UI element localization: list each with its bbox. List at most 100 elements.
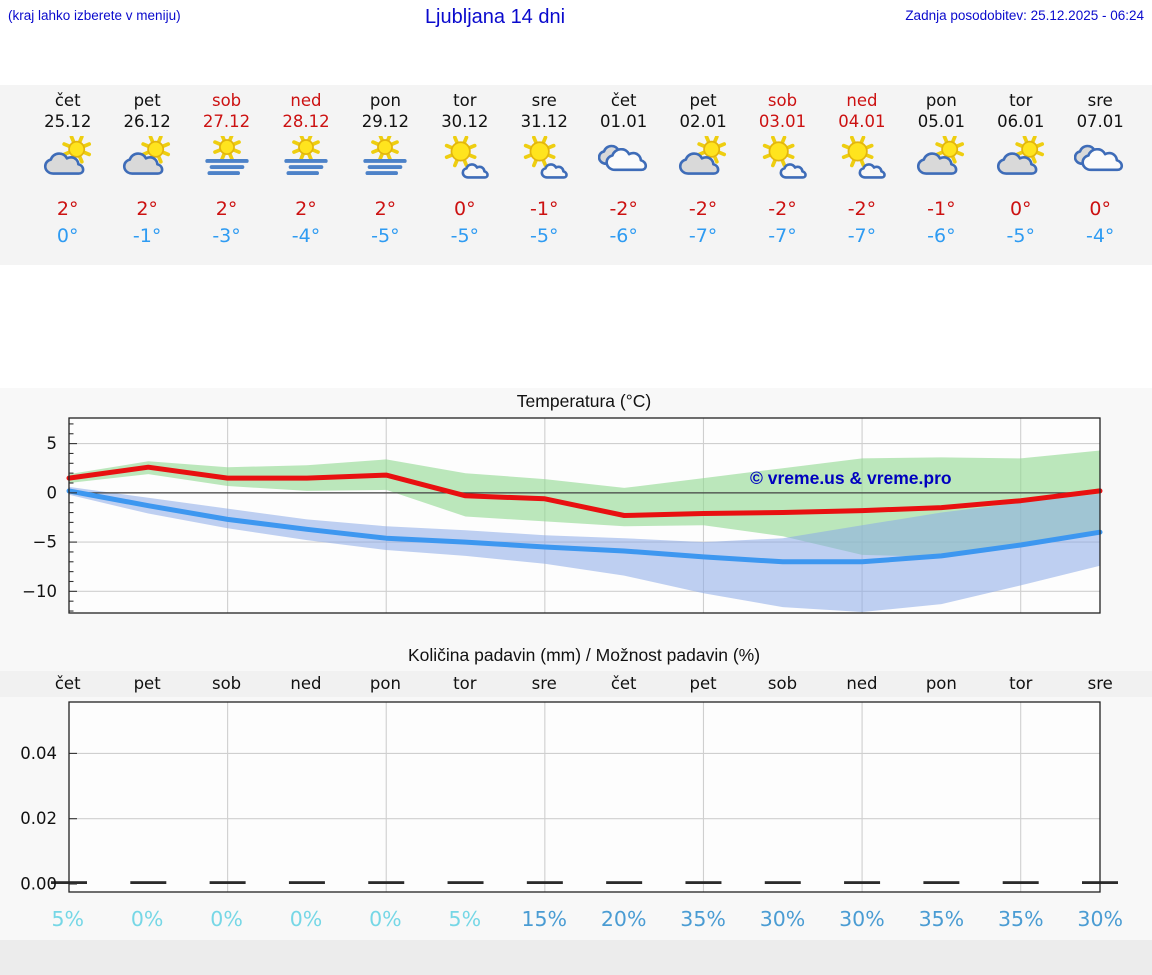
- precip-day-label: tor: [1009, 674, 1033, 693]
- day-name: sob: [767, 91, 798, 110]
- precip-bar: [447, 881, 484, 884]
- day-name: pet: [133, 91, 161, 110]
- precip-day-label: sob: [767, 674, 798, 693]
- day-low-temp: -6°: [609, 225, 638, 247]
- day-date: 03.01: [758, 112, 807, 131]
- forecast-day: pon 05.01 -1° -6°: [902, 85, 981, 265]
- forecast-day: pon 29.12 2° -5°: [346, 85, 425, 265]
- precip-percent-label: 0%: [210, 907, 243, 931]
- precip-percent-label: 0%: [369, 907, 402, 931]
- day-name: ned: [290, 91, 322, 110]
- weather-icon-partly-cloudy: [123, 134, 171, 175]
- forecast-day: čet 01.01 -2° -6°: [584, 85, 663, 265]
- day-low-temp: -5°: [450, 225, 480, 247]
- precip-bar: [130, 881, 167, 884]
- precip-day-label: tor: [453, 674, 477, 693]
- precip-percent-label: 15%: [521, 907, 568, 931]
- precip-percent-label: 30%: [759, 907, 806, 931]
- day-low-temp: -3°: [212, 225, 241, 247]
- forecast-day: ned 28.12 2° -4°: [266, 85, 345, 265]
- day-name: pet: [689, 91, 717, 110]
- last-update: Zadnja posodobitev: 25.12.2025 - 06:24: [905, 8, 1144, 23]
- precip-day-label: pon: [369, 674, 401, 693]
- weather-icon-fog-sun: [363, 133, 408, 176]
- day-high-temp: -2°: [768, 198, 797, 220]
- precip-percent-label: 30%: [1077, 907, 1123, 931]
- day-date: 25.12: [44, 112, 92, 131]
- precip-bar: [209, 881, 246, 884]
- precip-percent-label: 0%: [289, 907, 323, 931]
- max-temp-line: [66, 464, 1103, 518]
- precip-percent-label: 30%: [839, 907, 885, 931]
- day-date: 05.01: [917, 112, 965, 131]
- forecast-day: pet 26.12 2° -1°: [107, 85, 186, 265]
- forecast-day: sob 03.01 -2° -7°: [743, 85, 822, 265]
- temp-y-tick-label: −10: [22, 582, 57, 601]
- precip-day-label: ned: [290, 674, 322, 693]
- day-name: ned: [846, 91, 878, 110]
- day-name: tor: [453, 91, 477, 110]
- precip-bar: [288, 881, 325, 884]
- precip-bar: [923, 881, 960, 884]
- day-name: čet: [54, 91, 81, 110]
- forecast-day: čet 25.12 2° 0°: [28, 85, 107, 265]
- weather-icon-cell: [981, 133, 1060, 190]
- weather-icon-cell: [28, 133, 107, 190]
- weather-icon-fog-sun: [204, 133, 249, 176]
- day-name: sre: [531, 91, 557, 110]
- day-high-temp: 0°: [454, 198, 476, 220]
- page-title: Ljubljana 14 dni: [424, 6, 566, 28]
- footer-strip: [0, 940, 1152, 975]
- day-low-temp: -5°: [371, 225, 400, 247]
- weather-icon-cell: [663, 133, 742, 190]
- precip-percent-label: 35%: [997, 907, 1044, 931]
- day-high-temp: 2°: [295, 198, 317, 220]
- weather-icon-cell: [187, 133, 266, 190]
- weather-icon-cell: [505, 133, 584, 190]
- weather-icon-cloudy: [597, 144, 647, 172]
- weather-icon-cell: [107, 133, 186, 190]
- day-date: 31.12: [520, 112, 568, 131]
- day-high-temp: -1°: [927, 198, 956, 220]
- precip-day-label: pet: [689, 674, 717, 693]
- day-high-temp: -2°: [609, 198, 638, 220]
- temp-y-tick-label: 5: [47, 434, 58, 453]
- precip-bar: [606, 881, 643, 884]
- day-date: 28.12: [282, 112, 330, 131]
- forecast-days-row: čet 25.12 2° 0° pet 26.12 2° -1° sob 27.12 2° -3° ne…: [28, 85, 1140, 265]
- day-high-temp: 2°: [136, 198, 158, 220]
- day-low-temp: -4°: [1085, 225, 1115, 247]
- precip-percent-label: 20%: [600, 907, 647, 931]
- weather-icon-partly-cloudy: [679, 134, 727, 175]
- day-high-temp: -1°: [530, 198, 559, 220]
- forecast-day: sre 07.01 0° -4°: [1060, 85, 1139, 265]
- day-low-temp: -7°: [768, 225, 797, 247]
- precip-bar: [685, 881, 722, 884]
- weather-icon-mostly-sunny: [841, 135, 886, 179]
- day-name: sre: [1087, 91, 1113, 110]
- temp-chart-title: Temperatura (°C): [516, 391, 652, 411]
- day-date: 29.12: [361, 112, 410, 131]
- weather-icon-mostly-sunny: [524, 135, 569, 179]
- weather-icon-cell: [266, 133, 345, 190]
- day-low-temp: -5°: [530, 225, 559, 247]
- day-high-temp: 2°: [374, 198, 397, 220]
- day-date: 30.12: [441, 112, 489, 131]
- watermark-link[interactable]: © vreme.us & vreme.pro: [750, 468, 952, 488]
- precip-bar: [764, 881, 801, 884]
- day-low-temp: -7°: [847, 225, 877, 247]
- precip-day-label: sob: [211, 674, 242, 693]
- day-name: pon: [369, 91, 401, 110]
- precip-percents: 5% 0% 0% 0% 0% 5% 15% 20% 35% 30% 30% 35% 35% 30%: [28, 903, 1140, 937]
- day-date: 04.01: [838, 112, 886, 131]
- forecast-day: ned 04.01 -2° -7°: [822, 85, 901, 265]
- day-high-temp: 0°: [1089, 198, 1111, 220]
- precip-y-tick-label: 0.02: [20, 809, 57, 828]
- precip-percent-label: 5%: [448, 907, 482, 931]
- precip-percent-label: 35%: [918, 907, 965, 931]
- weather-icon-cloudy: [1073, 144, 1124, 172]
- precip-chart-title: Količina padavin (mm) / Možnost padavin …: [407, 645, 761, 665]
- day-high-temp: 2°: [215, 198, 238, 220]
- precip-day-label: sre: [1087, 674, 1113, 693]
- temp-y-tick-label: −5: [33, 533, 57, 552]
